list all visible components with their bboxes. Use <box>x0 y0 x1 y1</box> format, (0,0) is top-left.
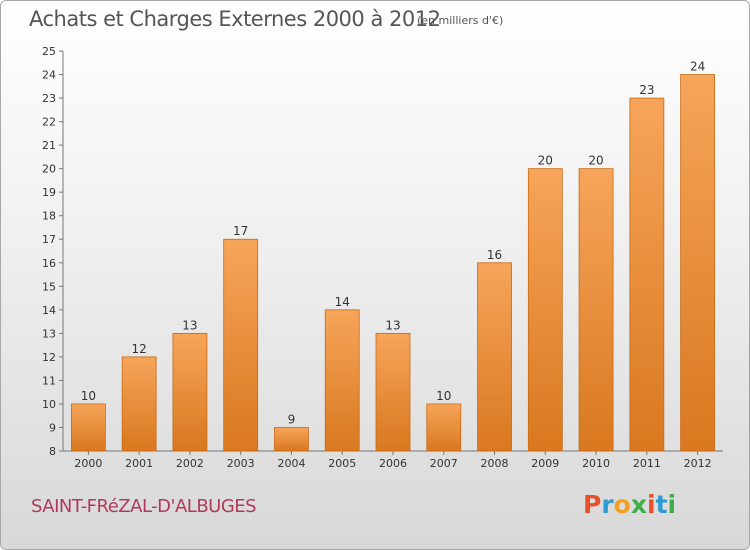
y-tick-label: 13 <box>42 327 56 340</box>
bar <box>477 262 512 452</box>
data-label: 10 <box>436 389 451 403</box>
chart-unit: (en milliers d'€) <box>417 14 504 27</box>
y-tick-label: 20 <box>42 163 56 176</box>
x-tick-label: 2004 <box>277 457 305 470</box>
data-label: 12 <box>132 342 147 356</box>
brand-letter: x <box>630 490 647 519</box>
y-tick-label: 23 <box>42 92 56 105</box>
data-label: 9 <box>288 412 296 426</box>
y-tick-label: 11 <box>42 374 56 387</box>
x-tick-label: 2006 <box>379 457 407 470</box>
y-tick-label: 25 <box>42 45 56 58</box>
brand-letter: P <box>583 490 602 519</box>
bar <box>527 168 563 452</box>
bar <box>324 309 360 452</box>
data-label: 16 <box>487 248 502 262</box>
brand-letter: i <box>667 490 677 519</box>
x-tick-label: 2000 <box>74 457 102 470</box>
data-label: 13 <box>182 318 197 332</box>
y-tick-label: 16 <box>42 257 56 270</box>
bar <box>274 427 309 452</box>
bar <box>70 403 106 452</box>
y-tick-label: 14 <box>42 304 56 317</box>
bar <box>680 74 716 452</box>
location-name: SAINT-FRéZAL-D'ALBUGES <box>31 496 257 517</box>
x-tick-label: 2009 <box>531 457 559 470</box>
y-tick-label: 19 <box>42 186 56 199</box>
y-tick-label: 10 <box>42 398 56 411</box>
data-label: 14 <box>335 295 350 309</box>
data-label: 23 <box>639 83 654 97</box>
bar <box>172 332 208 452</box>
y-tick-label: 24 <box>42 69 56 82</box>
x-tick-label: 2011 <box>633 457 661 470</box>
bar <box>121 356 157 452</box>
bar <box>426 403 462 452</box>
data-label: 20 <box>538 154 553 168</box>
y-tick-label: 21 <box>42 139 56 152</box>
data-label: 10 <box>81 389 96 403</box>
y-tick-label: 17 <box>42 233 56 246</box>
x-tick-label: 2012 <box>684 457 712 470</box>
x-tick-label: 2010 <box>582 457 610 470</box>
x-tick-label: 2001 <box>125 457 153 470</box>
brand-letter: t <box>655 490 668 519</box>
y-tick-label: 12 <box>42 351 56 364</box>
bar <box>223 238 259 452</box>
proxiti-logo: Proxiti <box>583 490 676 519</box>
x-tick-label: 2008 <box>481 457 509 470</box>
y-tick-label: 15 <box>42 280 56 293</box>
x-tick-label: 2005 <box>328 457 356 470</box>
brand-letter: o <box>613 490 631 519</box>
x-tick-label: 2002 <box>176 457 204 470</box>
data-label: 13 <box>385 318 400 332</box>
x-tick-label: 2007 <box>430 457 458 470</box>
chart-title: Achats et Charges Externes 2000 à 2012 <box>29 7 441 31</box>
data-label: 17 <box>233 224 248 238</box>
y-tick-label: 9 <box>49 421 56 434</box>
bar <box>629 97 665 452</box>
brand-letter: r <box>601 490 614 519</box>
bar <box>375 332 411 452</box>
y-tick-label: 8 <box>49 445 56 458</box>
data-label: 24 <box>690 60 705 74</box>
data-label: 20 <box>588 154 603 168</box>
y-tick-label: 18 <box>42 210 56 223</box>
y-tick-label: 22 <box>42 116 56 129</box>
x-tick-label: 2003 <box>227 457 255 470</box>
bar <box>578 168 614 452</box>
brand-letter: i <box>647 490 656 519</box>
